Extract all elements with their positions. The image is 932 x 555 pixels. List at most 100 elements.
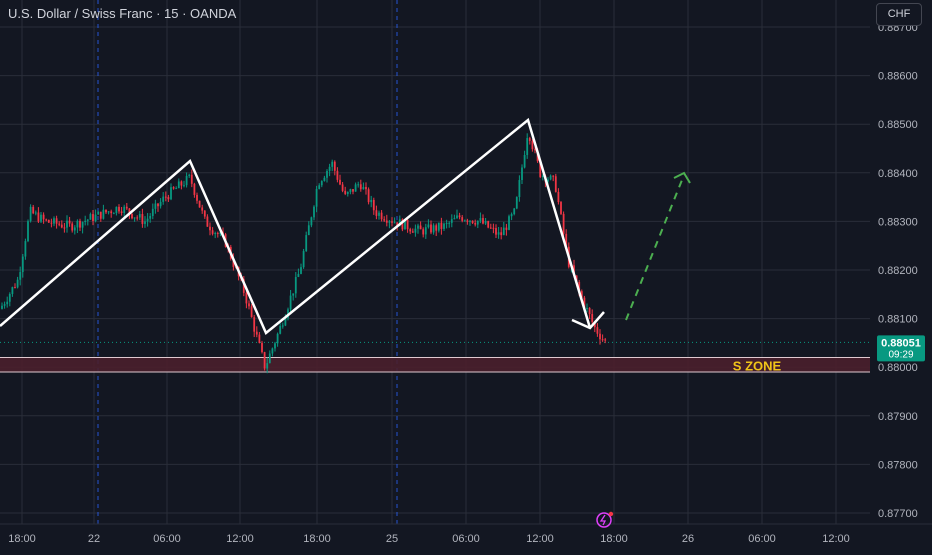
candle[interactable]: [128, 208, 131, 214]
candle[interactable]: [508, 216, 510, 230]
candle[interactable]: [261, 342, 263, 353]
candle[interactable]: [320, 181, 323, 186]
candle[interactable]: [310, 217, 313, 226]
candle[interactable]: [6, 301, 9, 305]
candle[interactable]: [14, 287, 16, 289]
candle[interactable]: [177, 181, 180, 189]
candle[interactable]: [32, 206, 35, 214]
candle[interactable]: [336, 170, 339, 180]
candle[interactable]: [94, 214, 97, 222]
candle[interactable]: [196, 194, 198, 201]
candle[interactable]: [45, 219, 48, 221]
candle[interactable]: [385, 220, 388, 223]
candle[interactable]: [344, 190, 347, 194]
candle[interactable]: [73, 227, 76, 231]
candle[interactable]: [55, 218, 58, 224]
candle[interactable]: [346, 191, 349, 194]
candle[interactable]: [141, 214, 144, 224]
candle[interactable]: [487, 221, 490, 228]
candle[interactable]: [162, 196, 165, 202]
candle[interactable]: [203, 210, 206, 217]
candle[interactable]: [445, 223, 448, 225]
candle[interactable]: [154, 203, 157, 209]
candle[interactable]: [372, 199, 375, 211]
candle[interactable]: [99, 211, 102, 219]
candle[interactable]: [214, 232, 217, 234]
candle[interactable]: [484, 221, 487, 224]
time-axis[interactable]: 18:00 22 06:00 12:00 18:00 25 06:00 12:00 18:00 2…: [0, 523, 932, 545]
candle[interactable]: [58, 223, 61, 225]
candle[interactable]: [505, 227, 508, 230]
candle[interactable]: [404, 219, 406, 230]
candle[interactable]: [284, 317, 287, 326]
candle[interactable]: [586, 307, 588, 309]
candle[interactable]: [268, 353, 271, 364]
candle[interactable]: [495, 228, 497, 235]
candle[interactable]: [378, 212, 380, 216]
candle[interactable]: [562, 213, 565, 234]
candle[interactable]: [133, 217, 136, 219]
candle[interactable]: [352, 189, 354, 192]
candle[interactable]: [427, 224, 430, 228]
candle[interactable]: [326, 170, 328, 178]
projection-arrowhead[interactable]: [673, 171, 691, 184]
candle[interactable]: [388, 221, 391, 223]
candle[interactable]: [149, 215, 152, 219]
candle[interactable]: [492, 227, 495, 229]
candle[interactable]: [8, 293, 11, 302]
candle[interactable]: [502, 227, 505, 236]
candle[interactable]: [560, 202, 562, 214]
candle[interactable]: [1, 305, 3, 309]
candle[interactable]: [375, 210, 378, 216]
candle[interactable]: [198, 200, 201, 208]
candle[interactable]: [362, 186, 365, 190]
candle[interactable]: [401, 219, 404, 230]
candle[interactable]: [53, 218, 55, 224]
candle[interactable]: [593, 321, 596, 328]
candle[interactable]: [365, 186, 367, 190]
candle[interactable]: [21, 256, 24, 273]
candle[interactable]: [552, 175, 555, 177]
candle[interactable]: [279, 326, 282, 334]
candle[interactable]: [250, 306, 253, 318]
candle[interactable]: [424, 227, 427, 235]
candle[interactable]: [136, 217, 139, 219]
candle[interactable]: [185, 175, 188, 186]
candle[interactable]: [71, 223, 74, 231]
candle[interactable]: [339, 179, 341, 185]
candle[interactable]: [437, 222, 440, 231]
candle[interactable]: [193, 183, 196, 195]
candle[interactable]: [167, 197, 170, 200]
candle[interactable]: [302, 251, 305, 268]
candle[interactable]: [482, 218, 484, 224]
candle[interactable]: [131, 213, 133, 219]
pattern-zigzag-line[interactable]: [0, 117, 592, 336]
candle[interactable]: [440, 222, 443, 229]
candle[interactable]: [357, 184, 360, 186]
candle[interactable]: [146, 218, 149, 222]
candle[interactable]: [157, 203, 159, 207]
candle[interactable]: [183, 185, 185, 187]
candle[interactable]: [323, 177, 326, 182]
candle[interactable]: [419, 225, 422, 230]
candle[interactable]: [578, 281, 581, 292]
candle[interactable]: [448, 222, 451, 224]
candle[interactable]: [172, 187, 175, 189]
candle[interactable]: [159, 201, 162, 207]
candle[interactable]: [180, 181, 183, 186]
candle[interactable]: [531, 140, 534, 150]
candle[interactable]: [97, 211, 100, 215]
candle[interactable]: [396, 222, 399, 227]
candle[interactable]: [209, 226, 211, 231]
candle[interactable]: [370, 199, 373, 203]
candle[interactable]: [84, 220, 87, 222]
candle[interactable]: [313, 206, 315, 218]
candle[interactable]: [305, 235, 308, 252]
candle[interactable]: [271, 348, 274, 354]
candle[interactable]: [255, 331, 258, 335]
candle[interactable]: [479, 218, 482, 221]
candle[interactable]: [471, 220, 474, 224]
candle[interactable]: [489, 227, 492, 229]
candle[interactable]: [258, 334, 261, 343]
